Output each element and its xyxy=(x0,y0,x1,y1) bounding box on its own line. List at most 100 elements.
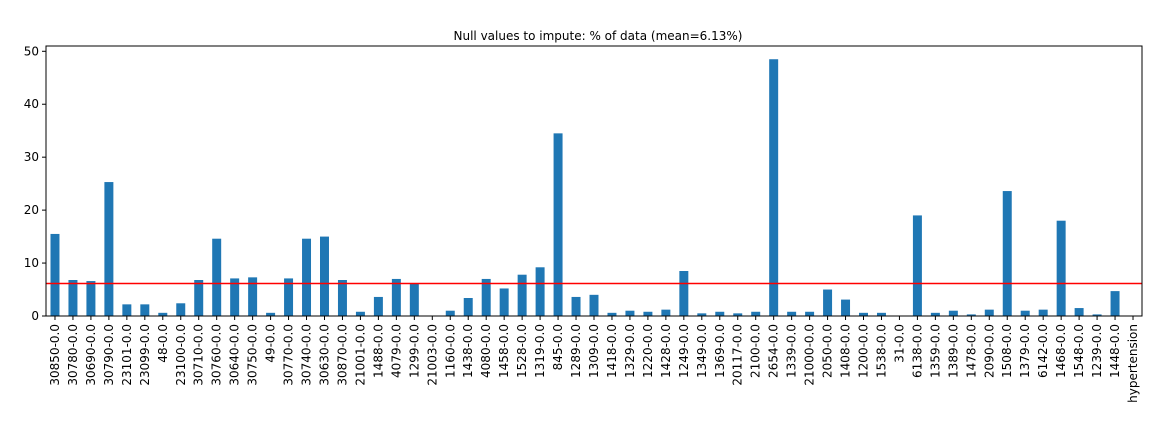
bar-30750-0.0 xyxy=(248,277,258,316)
bar-30710-0.0 xyxy=(194,280,204,316)
x-tick-label: 30760-0.0 xyxy=(210,324,224,386)
bar-2654-0.0 xyxy=(769,59,779,317)
x-tick-label: 1220-0.0 xyxy=(641,324,655,378)
x-tick-label: 30870-0.0 xyxy=(335,324,349,386)
bar-845-0.0 xyxy=(553,133,563,316)
bar-1309-0.0 xyxy=(589,294,599,316)
bar-1458-0.0 xyxy=(499,288,509,316)
bar-6142-0.0 xyxy=(1038,309,1048,316)
plot-frame xyxy=(45,45,1143,317)
bar-1299-0.0 xyxy=(409,283,419,316)
bar-6138-0.0 xyxy=(912,215,922,316)
bar-30630-0.0 xyxy=(320,236,329,316)
x-tick-label: 30630-0.0 xyxy=(317,324,331,386)
x-tick-label: 1478-0.0 xyxy=(964,324,978,378)
x-tick-label: 4080-0.0 xyxy=(479,324,493,378)
x-tick-label: 845-0.0 xyxy=(551,324,565,370)
bar-23101-0.0 xyxy=(122,304,132,316)
bar-1508-0.0 xyxy=(1002,191,1012,316)
x-tick-label: 2090-0.0 xyxy=(982,324,996,378)
x-tick-label: 23101-0.0 xyxy=(120,324,134,386)
x-tick-label: 23100-0.0 xyxy=(174,324,188,386)
x-tick-label: 30690-0.0 xyxy=(84,324,98,386)
x-tick-label: 2100-0.0 xyxy=(749,324,763,378)
bar-1329-0.0 xyxy=(625,310,635,316)
bar-1418-0.0 xyxy=(607,312,617,316)
bar-30770-0.0 xyxy=(284,278,294,316)
bar-1468-0.0 xyxy=(1056,220,1066,316)
y-tick-label: 30 xyxy=(24,150,39,164)
x-tick-label: 1299-0.0 xyxy=(407,324,421,378)
bar-2050-0.0 xyxy=(823,289,833,316)
x-tick-label: 1408-0.0 xyxy=(839,324,853,378)
x-tick-label: 1249-0.0 xyxy=(677,324,691,378)
bar-30790-0.0 xyxy=(104,182,114,316)
chart-title: Null values to impute: % of data (mean=6… xyxy=(454,29,743,43)
x-tick-label: 4079-0.0 xyxy=(389,324,403,378)
bar-1548-0.0 xyxy=(1074,308,1084,316)
bar-23100-0.0 xyxy=(176,303,186,316)
bar-30850-0.0 xyxy=(50,233,60,316)
x-tick-label: 30740-0.0 xyxy=(300,324,314,386)
x-tick-label: 2654-0.0 xyxy=(767,324,781,378)
bar-1349-0.0 xyxy=(697,313,707,316)
x-tick-label: 21003-0.0 xyxy=(425,324,439,386)
bar-20117-0.0 xyxy=(733,313,743,316)
bar-1438-0.0 xyxy=(463,298,473,316)
bar-4079-0.0 xyxy=(391,278,401,316)
x-axis: 30850-0.0 30780-0.0 30690-0.0 30790-0.0 2310… xyxy=(48,316,1140,403)
x-tick-label: 1329-0.0 xyxy=(623,324,637,378)
x-tick-label: 1438-0.0 xyxy=(461,324,475,378)
x-tick-label: 1339-0.0 xyxy=(785,324,799,378)
bar-4080-0.0 xyxy=(481,278,491,316)
x-tick-label: 1200-0.0 xyxy=(857,324,871,378)
bar-1428-0.0 xyxy=(661,309,671,316)
bar-2100-0.0 xyxy=(751,311,761,316)
x-tick-label: 1289-0.0 xyxy=(569,324,583,378)
x-tick-label: 30850-0.0 xyxy=(48,324,62,386)
x-tick-label: 1448-0.0 xyxy=(1108,324,1122,378)
x-tick-label: 31-0.0 xyxy=(892,324,906,363)
x-tick-label: 48-0.0 xyxy=(156,324,170,363)
bar-23099-0.0 xyxy=(140,304,150,316)
bar-1249-0.0 xyxy=(679,271,689,316)
y-tick-label: 10 xyxy=(24,256,39,270)
x-tick-label: 1239-0.0 xyxy=(1090,324,1104,378)
y-tick-label: 0 xyxy=(31,309,39,323)
bar-1408-0.0 xyxy=(841,299,851,316)
x-tick-label: 23099-0.0 xyxy=(138,324,152,386)
bar-21000-0.0 xyxy=(805,311,815,316)
x-tick-label: 1538-0.0 xyxy=(874,324,888,378)
bars-group xyxy=(50,59,1120,317)
x-tick-label: 1309-0.0 xyxy=(587,324,601,378)
bar-1478-0.0 xyxy=(966,314,976,316)
bar-21001-0.0 xyxy=(355,311,365,316)
x-tick-label: 1418-0.0 xyxy=(605,324,619,378)
bar-30640-0.0 xyxy=(230,278,240,316)
x-tick-label: 20117-0.0 xyxy=(731,324,745,386)
y-axis: 0 10 20 30 40 50 xyxy=(24,44,46,323)
x-tick-label: 1468-0.0 xyxy=(1054,324,1068,378)
bar-30870-0.0 xyxy=(337,280,347,316)
x-tick-label: hypertension xyxy=(1126,324,1140,403)
x-tick-label: 1319-0.0 xyxy=(533,324,547,378)
bar-1538-0.0 xyxy=(876,312,886,316)
x-tick-label: 30780-0.0 xyxy=(66,324,80,386)
x-tick-label: 21001-0.0 xyxy=(353,324,367,386)
bar-30760-0.0 xyxy=(212,238,222,316)
bar-30690-0.0 xyxy=(86,281,96,316)
bar-1200-0.0 xyxy=(859,312,868,316)
x-tick-label: 1160-0.0 xyxy=(443,324,457,378)
x-tick-label: 1528-0.0 xyxy=(515,324,529,378)
bar-1488-0.0 xyxy=(373,296,383,316)
bar-30780-0.0 xyxy=(68,280,78,316)
x-tick-label: 1369-0.0 xyxy=(713,324,727,378)
y-tick-label: 20 xyxy=(24,203,39,217)
y-tick-label: 40 xyxy=(24,97,39,111)
bar-1389-0.0 xyxy=(948,310,958,316)
x-tick-label: 21000-0.0 xyxy=(803,324,817,386)
x-tick-label: 1428-0.0 xyxy=(659,324,673,378)
x-tick-label: 1458-0.0 xyxy=(497,324,511,378)
x-tick-label: 30790-0.0 xyxy=(102,324,116,386)
x-tick-label: 1548-0.0 xyxy=(1072,324,1086,378)
